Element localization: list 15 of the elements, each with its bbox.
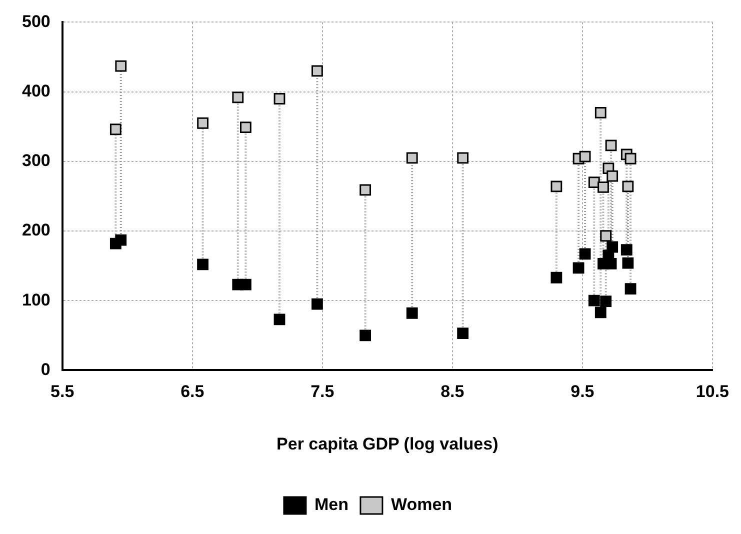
x-tick-label: 8.5 <box>440 382 464 402</box>
x-tick-label: 7.5 <box>310 382 334 402</box>
y-tick-label: 300 <box>22 151 50 170</box>
y-tick-label: 200 <box>22 220 50 240</box>
legend-label: Men <box>314 495 348 514</box>
x-axis-title: Per capita GDP (log values) <box>276 434 498 454</box>
y-tick-label: 100 <box>22 290 50 310</box>
y-tick-label: 500 <box>22 12 50 31</box>
x-tick-label: 10.5 <box>696 382 730 402</box>
x-tick-label: 6.5 <box>180 382 204 402</box>
x-tick-label: 9.5 <box>570 382 594 402</box>
y-tick-label: 0 <box>40 360 50 379</box>
y-tick-label: 400 <box>22 81 50 100</box>
legend-label: Women <box>390 495 452 514</box>
x-tick-label: 5.5 <box>50 382 74 402</box>
